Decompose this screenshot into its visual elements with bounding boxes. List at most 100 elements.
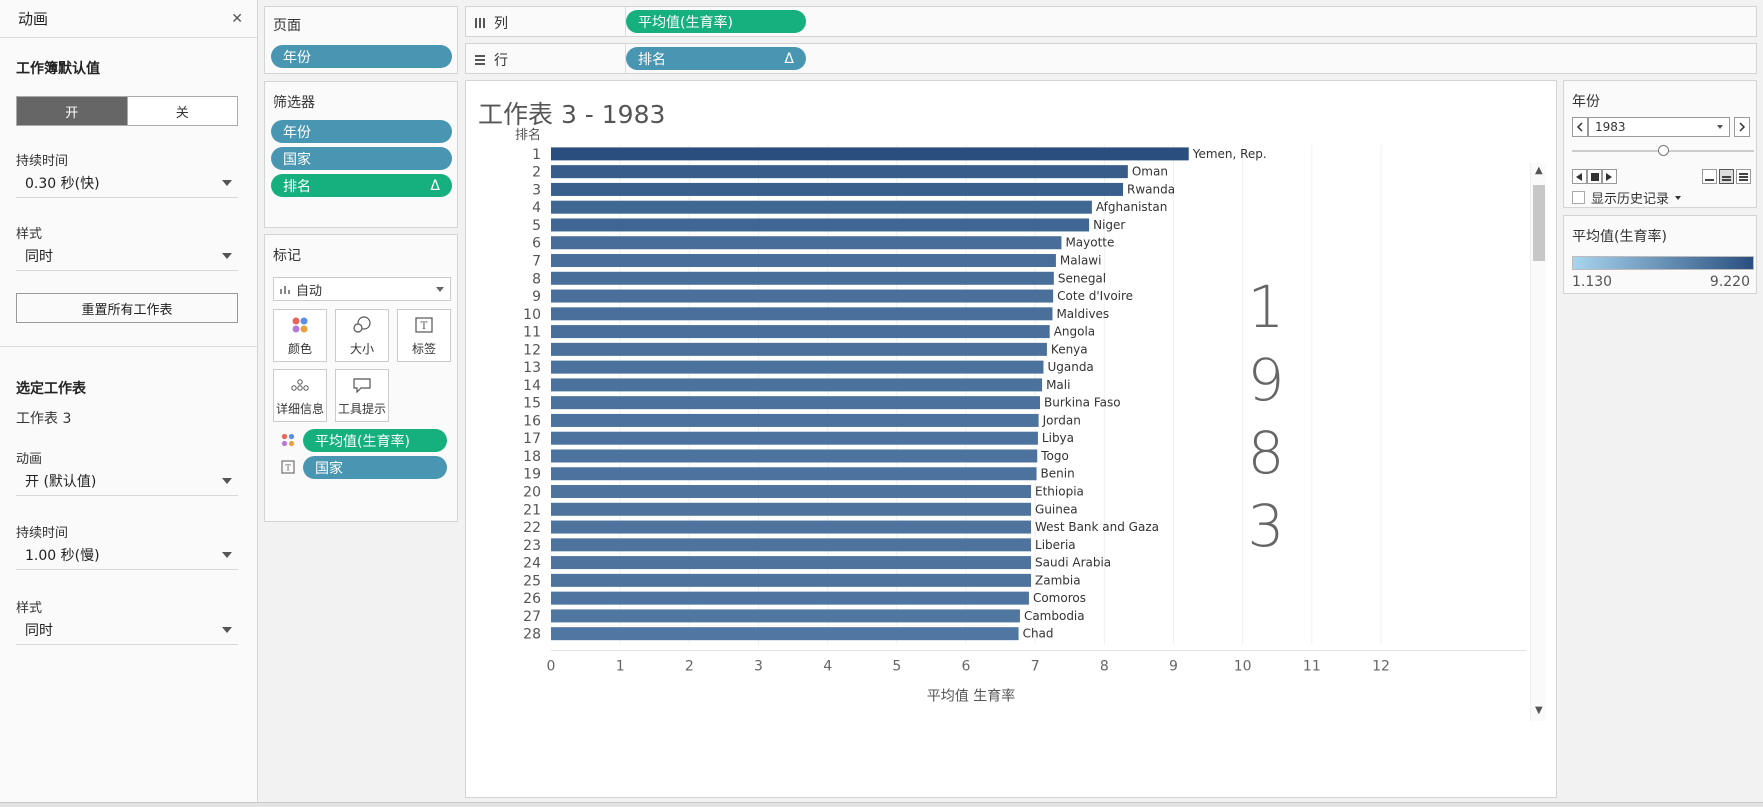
stop-icon <box>1590 172 1599 181</box>
sheet-tab-strip[interactable] <box>0 802 1763 807</box>
rank-label: 6 <box>532 236 541 252</box>
next-year-button[interactable] <box>1734 117 1750 137</box>
columns-label-text: 列 <box>494 16 508 32</box>
bar-label: Zambia <box>1035 573 1081 587</box>
x-tick-label: 4 <box>823 659 832 675</box>
rank-label: 19 <box>523 467 541 483</box>
marks-card: 标记 自动 颜色 大小 T 标签 详细信息 工具提示 平均值(生育率) T 国家 <box>264 234 458 522</box>
speed-controls <box>1702 169 1751 184</box>
pill-label: 平均值(生育率) <box>315 433 410 450</box>
bar <box>551 200 1092 214</box>
rank-label: 14 <box>523 378 541 394</box>
size-icon <box>353 316 371 333</box>
play-forward-button[interactable] <box>1602 169 1617 184</box>
chevron-down-icon <box>1675 195 1682 200</box>
pill-label: 国家 <box>315 460 343 477</box>
bar-label: Yemen, Rep. <box>1192 147 1267 161</box>
label-field-icon: T <box>281 460 295 478</box>
bar-label: Libya <box>1042 431 1074 445</box>
row-header: 排名 <box>515 127 541 143</box>
x-tick-label: 3 <box>754 659 763 675</box>
bar <box>551 325 1050 339</box>
detail-button[interactable]: 详细信息 <box>273 369 327 422</box>
sheet-duration-dropdown[interactable]: 1.00 秒(慢) <box>16 540 238 570</box>
watermark-digit: 8 <box>1248 419 1285 487</box>
columns-pill-avg-fertility[interactable]: 平均值(生育率) <box>626 10 806 33</box>
pages-pill-year[interactable]: 年份 <box>271 45 452 68</box>
play-backward-button[interactable] <box>1572 169 1587 184</box>
filter-pill-year[interactable]: 年份 <box>271 120 452 143</box>
prev-year-button[interactable] <box>1572 117 1588 137</box>
scrollbar-thumb[interactable] <box>1533 185 1545 261</box>
speed-fast-button[interactable] <box>1736 169 1751 184</box>
color-button[interactable]: 颜色 <box>273 309 327 362</box>
bar-label: Angola <box>1054 325 1095 339</box>
rank-label: 5 <box>532 218 541 234</box>
style-dropdown[interactable]: 同时 <box>16 241 238 271</box>
bar <box>551 431 1038 445</box>
speed-slow-button[interactable] <box>1702 169 1717 184</box>
worksheet-view: 工作表 3 - 1983 排名 1 9 8 3 1 Yemen, Rep. 2 Oman 3 Rwa… <box>465 80 1557 798</box>
duration-value: 0.30 秒(快) <box>25 175 100 192</box>
scroll-down-icon[interactable]: ▼ <box>1535 705 1543 716</box>
rank-label: 4 <box>532 200 541 216</box>
duration-dropdown[interactable]: 0.30 秒(快) <box>16 168 238 198</box>
reset-all-sheets-button[interactable]: 重置所有工作表 <box>16 293 238 323</box>
speed-medium-button[interactable] <box>1719 169 1734 184</box>
tooltip-button[interactable]: 工具提示 <box>335 369 389 422</box>
year-filter-card: 年份 1983 显示历史记录 <box>1563 80 1757 208</box>
bar <box>551 236 1062 250</box>
svg-text:T: T <box>421 321 428 332</box>
svg-text:T: T <box>285 464 291 473</box>
show-history-toggle[interactable]: 显示历史记录 <box>1572 188 1682 207</box>
filter-pill-country[interactable]: 国家 <box>271 147 452 170</box>
sheet-style-label: 样式 <box>16 601 43 616</box>
divider <box>625 44 626 73</box>
stop-button[interactable] <box>1587 169 1602 184</box>
bar <box>551 609 1020 623</box>
rank-label: 13 <box>523 360 541 376</box>
animation-label: 动画 <box>16 452 43 467</box>
sheet-style-dropdown[interactable]: 同时 <box>16 615 238 645</box>
bar-label: West Bank and Gaza <box>1035 520 1159 534</box>
x-tick-label: 6 <box>962 659 971 675</box>
marks-pill-avg-fertility[interactable]: 平均值(生育率) <box>303 429 447 452</box>
rank-label: 11 <box>523 325 541 341</box>
vertical-scrollbar[interactable]: ▲ ▼ <box>1530 163 1546 721</box>
color-legend-title: 平均值(生育率) <box>1572 229 1667 245</box>
mark-type-dropdown[interactable]: 自动 <box>273 277 451 301</box>
bar-label: Uganda <box>1047 360 1093 374</box>
color-button-label: 颜色 <box>287 342 312 356</box>
show-history-checkbox[interactable] <box>1572 191 1585 204</box>
filter-pill-rank[interactable]: 排名 Δ <box>271 174 452 197</box>
show-history-label: 显示历史记录 <box>1591 192 1670 207</box>
marks-pill-country[interactable]: 国家 <box>303 456 447 479</box>
delta-icon: Δ <box>784 50 794 67</box>
chevron-left-icon <box>1576 122 1583 132</box>
year-select-value: 1983 <box>1595 120 1626 134</box>
toggle-off-button[interactable]: 关 <box>126 97 237 125</box>
bar-label: Mayotte <box>1065 236 1114 250</box>
bar-label: Comoros <box>1033 591 1086 605</box>
bar <box>551 467 1037 481</box>
bar-label: Kenya <box>1051 342 1088 356</box>
tooltip-button-label: 工具提示 <box>337 402 386 416</box>
toggle-on-button[interactable]: 开 <box>17 97 127 125</box>
size-button[interactable]: 大小 <box>335 309 389 362</box>
playback-controls <box>1572 169 1617 184</box>
rows-pill-rank[interactable]: 排名 Δ <box>626 47 806 70</box>
animation-dropdown[interactable]: 开 (默认值) <box>16 466 238 496</box>
bar-label: Burkina Faso <box>1044 396 1121 410</box>
chevron-down-icon <box>222 626 232 633</box>
year-select[interactable]: 1983 <box>1588 117 1730 137</box>
chevron-down-icon <box>436 286 444 292</box>
year-slider-handle[interactable] <box>1658 145 1669 156</box>
close-icon[interactable]: ✕ <box>231 10 243 27</box>
label-button[interactable]: T 标签 <box>397 309 451 362</box>
rank-label: 25 <box>523 573 541 589</box>
pill-label: 排名 <box>638 51 666 68</box>
bar <box>551 307 1053 321</box>
watermark-digit: 1 <box>1248 273 1285 341</box>
scroll-up-icon[interactable]: ▲ <box>1535 165 1543 176</box>
color-icon <box>292 317 308 333</box>
